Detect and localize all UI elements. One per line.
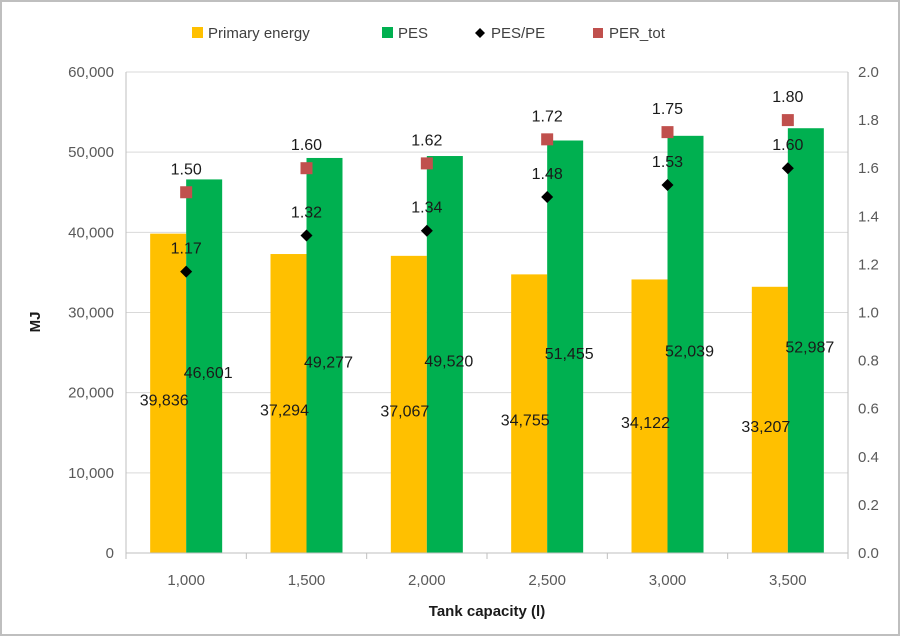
y2-tick-label: 0.0 — [858, 545, 879, 562]
marker-pes-pe — [180, 265, 193, 278]
bar-primary-energy — [511, 274, 548, 553]
bar-value-label: 49,520 — [424, 354, 473, 371]
marker-pes-pe — [420, 224, 433, 237]
marker-value-label: 1.75 — [652, 101, 683, 118]
bar-pes — [547, 140, 584, 553]
y2-tick-label: 2.0 — [858, 64, 879, 81]
y2-tick-label: 1.0 — [858, 305, 879, 322]
bar-primary-energy — [631, 279, 668, 553]
y-tick-label: 0 — [106, 545, 114, 562]
y-tick-label: 20,000 — [68, 385, 114, 402]
bar-pes — [306, 157, 343, 554]
legend-label: PER_tot — [609, 25, 666, 42]
marker-pes-pe — [300, 229, 313, 242]
bar-primary-energy — [150, 233, 187, 553]
marker-value-label: 1.53 — [652, 154, 683, 171]
marker-per-tot — [781, 114, 794, 127]
bar-pes — [667, 135, 704, 553]
bar-value-label: 49,277 — [304, 354, 353, 371]
legend-label: PES — [398, 25, 428, 42]
y-tick-label: 10,000 — [68, 465, 114, 482]
marker-value-label: 1.80 — [772, 89, 803, 106]
marker-value-label: 1.50 — [171, 161, 202, 178]
y-tick-label: 40,000 — [68, 224, 114, 241]
x-tick-label: 3,000 — [649, 572, 687, 589]
bar-value-label: 46,601 — [184, 365, 233, 382]
y2-tick-label: 1.4 — [858, 208, 879, 225]
marker-value-label: 1.32 — [291, 205, 322, 222]
marker-per-tot — [661, 126, 674, 139]
legend: Primary energy PES PES/PE PER_tot — [192, 25, 666, 42]
bar-value-label: 52,039 — [665, 343, 714, 360]
marker-pes-pe — [661, 179, 674, 192]
bar-primary-energy — [751, 286, 788, 553]
bar-value-label: 37,294 — [260, 403, 309, 420]
bar-value-label: 37,067 — [380, 403, 429, 420]
markers — [180, 114, 794, 278]
marker-value-label: 1.60 — [291, 137, 322, 154]
bar-value-label: 34,122 — [621, 415, 670, 432]
marker-pes-pe — [541, 191, 554, 204]
marker-value-label: 1.34 — [411, 200, 442, 217]
x-tick-label: 2,000 — [408, 572, 446, 589]
bars — [150, 128, 824, 554]
x-tick-label: 3,500 — [769, 572, 807, 589]
y2-tick-label: 0.4 — [858, 449, 879, 466]
gridlines — [126, 71, 848, 474]
marker-value-label: 1.72 — [532, 108, 563, 125]
legend-swatch — [192, 27, 203, 38]
legend-label: PES/PE — [491, 25, 545, 42]
legend-swatch — [475, 28, 485, 38]
y2-tick-label: 0.2 — [858, 497, 879, 514]
marker-per-tot — [420, 157, 433, 170]
x-tick-label: 1,500 — [288, 572, 326, 589]
bar-pes — [426, 156, 463, 554]
y-tick-label: 30,000 — [68, 305, 114, 322]
bar-primary-energy — [270, 254, 307, 553]
x-tick-label: 1,000 — [167, 572, 205, 589]
bar-value-label: 33,207 — [741, 419, 790, 436]
x-tick-label: 2,500 — [528, 572, 566, 589]
marker-value-label: 1.17 — [171, 241, 202, 258]
bar-pes — [186, 179, 223, 553]
y-tick-label: 50,000 — [68, 144, 114, 161]
marker-per-tot — [541, 133, 554, 146]
bar-value-label: 52,987 — [785, 340, 834, 357]
y-tick-label: 60,000 — [68, 64, 114, 81]
bar-value-label: 51,455 — [545, 346, 594, 363]
x-axis-title: Tank capacity (l) — [429, 603, 545, 620]
y2-tick-label: 1.6 — [858, 160, 879, 177]
bar-value-label: 39,836 — [140, 392, 189, 409]
axes: 0 10,000 20,000 30,000 40,000 50,000 60,000 0.0… — [68, 64, 879, 589]
y2-tick-label: 1.8 — [858, 112, 879, 129]
legend-swatch — [593, 28, 603, 38]
marker-value-label: 1.48 — [532, 166, 563, 183]
marker-value-label: 1.62 — [411, 132, 442, 149]
y2-tick-label: 1.2 — [858, 256, 879, 273]
marker-per-tot — [180, 186, 193, 199]
bar-pes — [787, 128, 824, 553]
marker-value-label: 1.60 — [772, 137, 803, 154]
marker-per-tot — [300, 162, 313, 175]
y2-tick-label: 0.6 — [858, 401, 879, 418]
legend-swatch — [382, 27, 393, 38]
bar-primary-energy — [390, 255, 427, 553]
bar-value-label: 34,755 — [501, 413, 550, 430]
legend-label: Primary energy — [208, 25, 310, 42]
marker-pes-pe — [781, 162, 794, 175]
data-labels: 39,836 37,294 37,067 34,755 34,122 33,207 46,6… — [140, 89, 835, 436]
y-axis-title: MJ — [27, 312, 44, 333]
y2-tick-label: 0.8 — [858, 353, 879, 370]
